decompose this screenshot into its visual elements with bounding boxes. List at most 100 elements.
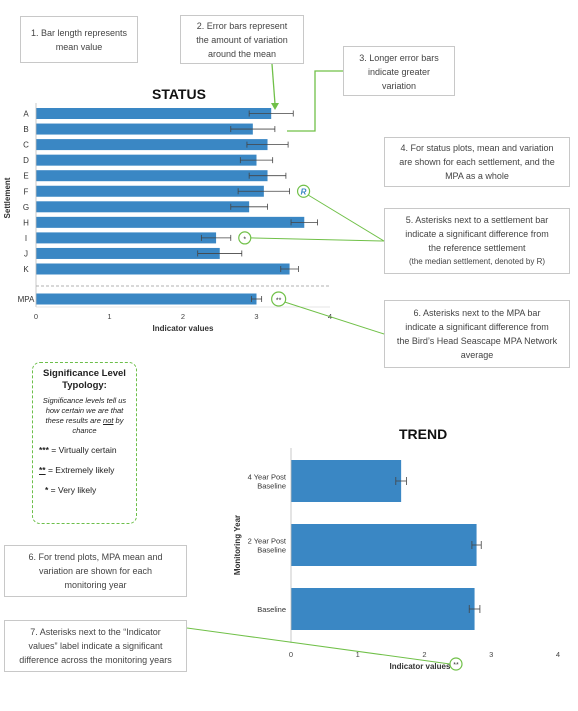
significance-label: = Very likely: [48, 485, 97, 495]
status-bar-h: [36, 216, 305, 228]
category-label: MPA: [18, 295, 35, 304]
callout-text: variation are shown for each: [38, 566, 153, 576]
category-label: H: [23, 218, 29, 227]
status-bar-mpa: [36, 293, 257, 305]
significance-marker: **: [276, 298, 282, 305]
callout-text: 6. Asterisks next to the MPA bar: [413, 308, 541, 318]
description-text: by chance: [72, 416, 124, 435]
significance-label: = Extremely likely: [45, 465, 115, 475]
category-label: Baseline: [257, 546, 286, 555]
marker-circle: [271, 291, 287, 307]
significance-marker: **: [453, 662, 459, 669]
callout-error-bars: 2. Error bars represent the amount of va…: [180, 15, 304, 64]
callout-text: indicate a significant difference from: [405, 322, 549, 332]
x-axis-label: Indicator values: [153, 324, 214, 333]
status-bar-j: [36, 247, 220, 259]
status-bar-k: [36, 263, 290, 275]
significance-label: = Virtually certain: [48, 445, 117, 455]
significance-heading: Significance Level: [43, 368, 126, 379]
trend-bar: [291, 524, 477, 566]
category-label: 4 Year Post: [248, 473, 287, 482]
category-label: J: [24, 249, 28, 258]
category-label: E: [23, 172, 28, 181]
callout-text: monitoring year: [64, 580, 127, 590]
connector-arrowhead: [271, 103, 279, 110]
status-bar-g: [36, 201, 250, 213]
connector-line: [284, 301, 385, 335]
x-tick-label: 1: [356, 650, 360, 659]
status-bar-f: [36, 185, 264, 197]
callout-text: variation: [381, 81, 417, 91]
status-bar-a: [36, 108, 272, 119]
callout-longer-error-bars: 3. Longer error bars indicate greater va…: [343, 46, 455, 96]
status-bar-d: [36, 154, 257, 166]
x-axis-label: Indicator values: [390, 662, 451, 671]
x-tick-label: 0: [289, 650, 293, 659]
callout-mpa-asterisks: 6. Asterisks next to the MPA bar indicat…: [384, 300, 570, 368]
connector-line: [271, 63, 276, 105]
category-label: 2 Year Post: [248, 537, 287, 546]
category-label: C: [23, 141, 29, 150]
trend-bar: [291, 460, 402, 502]
callout-text: the reference settlement: [428, 243, 526, 253]
status-bar-e: [36, 170, 268, 182]
status-bar-i: [36, 232, 217, 244]
category-label: I: [25, 234, 27, 243]
description-emphasis: not: [103, 416, 114, 425]
category-label: B: [23, 125, 28, 134]
significance-stars: ***: [39, 445, 49, 455]
callout-text: mean value: [55, 42, 103, 52]
significance-description: Significance levels tell us how certain …: [39, 396, 130, 436]
callout-text: 3. Longer error bars: [359, 53, 439, 63]
category-label: D: [23, 156, 29, 165]
callout-text: 4. For status plots, mean and variation: [400, 143, 554, 153]
reference-marker: R: [301, 187, 307, 196]
significance-level-row: *** = Virtually certain: [39, 444, 130, 456]
x-tick-label: 3: [254, 312, 258, 321]
category-label: G: [23, 203, 29, 212]
marker-circle: [296, 184, 311, 198]
category-label: A: [23, 110, 29, 119]
trend-bar: [291, 588, 475, 630]
callout-text: the amount of variation: [196, 35, 288, 45]
connector-line: [287, 70, 343, 132]
callout-trend-plots: 6. For trend plots, MPA mean and variati…: [4, 545, 187, 597]
x-tick-label: 4: [556, 650, 560, 659]
callout-text: indicate a significant difference from: [405, 229, 549, 239]
significance-level-row: * = Very likely: [39, 484, 130, 496]
callout-text: 1. Bar length represents: [30, 28, 128, 38]
significance-level-row: ** = Extremely likely: [39, 464, 130, 476]
callout-text: MPA as a whole: [445, 171, 509, 181]
significance-heading: Typology:: [62, 380, 107, 391]
status-bar-c: [36, 139, 268, 151]
callout-text: values” label indicate a significant: [28, 641, 163, 651]
y-axis-label: Settlement: [3, 177, 12, 218]
callout-text: the Bird’s Head Seascape MPA Network: [396, 336, 558, 346]
callout-text: difference across the monitoring years: [19, 655, 172, 665]
x-tick-label: 1: [107, 312, 111, 321]
connector-line: [308, 194, 385, 242]
x-tick-label: 3: [489, 650, 493, 659]
description-text: Significance levels tell us how certain …: [42, 396, 127, 425]
x-tick-label: 2: [181, 312, 185, 321]
significance-stars: *: [45, 485, 49, 495]
x-tick-label: 0: [34, 312, 38, 321]
category-label: F: [24, 187, 29, 196]
x-tick-label: 2: [422, 650, 426, 659]
status-chart-title: STATUS: [152, 86, 206, 102]
callout-text: 7. Asterisks next to the “Indicator: [30, 627, 161, 637]
connector-line: [250, 237, 385, 242]
category-label: Baseline: [257, 605, 286, 614]
callout-text: are shown for each settlement, and the: [399, 157, 555, 167]
callout-text: around the mean: [207, 49, 277, 59]
callout-text: 2. Error bars represent: [196, 21, 288, 31]
callout-indicator-asterisks: 7. Asterisks next to the “Indicator valu…: [4, 620, 187, 672]
callout-text: 5. Asterisks next to a settlement bar: [405, 215, 549, 225]
trend-chart-title: TREND: [399, 426, 448, 442]
callout-text: 6. For trend plots, MPA mean and: [28, 552, 163, 562]
category-label: K: [23, 265, 29, 274]
callout-status-plots: 4. For status plots, mean and variation …: [384, 137, 570, 187]
significance-marker: *: [243, 236, 246, 243]
callout-bar-length: 1. Bar length represents mean value: [20, 16, 138, 63]
